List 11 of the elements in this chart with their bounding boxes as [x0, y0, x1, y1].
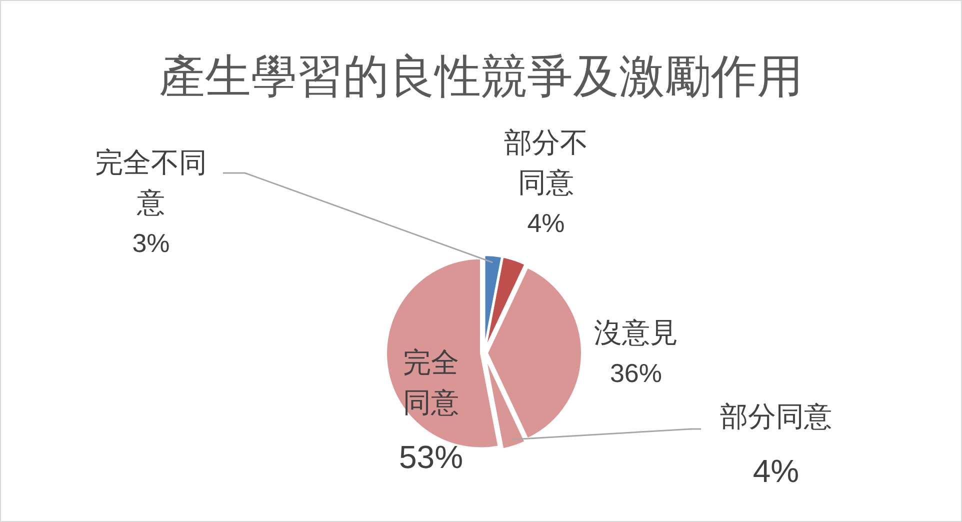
data-label: 36% — [608, 357, 664, 390]
slice-label: 部分同意 — [719, 399, 833, 435]
data-label: 4% — [526, 207, 566, 240]
slice-label: 完全不同意 — [94, 145, 208, 221]
data-label: 3% — [131, 227, 171, 260]
chart-title: 產生學習的良性競爭及激勵作用 — [158, 48, 804, 105]
data-label: 4% — [752, 452, 800, 491]
slice-label: 沒意見 — [593, 315, 679, 351]
data-label: 53% — [398, 438, 464, 477]
slice-label: 完全同意 — [402, 345, 460, 421]
slice-label: 部分不同意 — [503, 125, 589, 201]
